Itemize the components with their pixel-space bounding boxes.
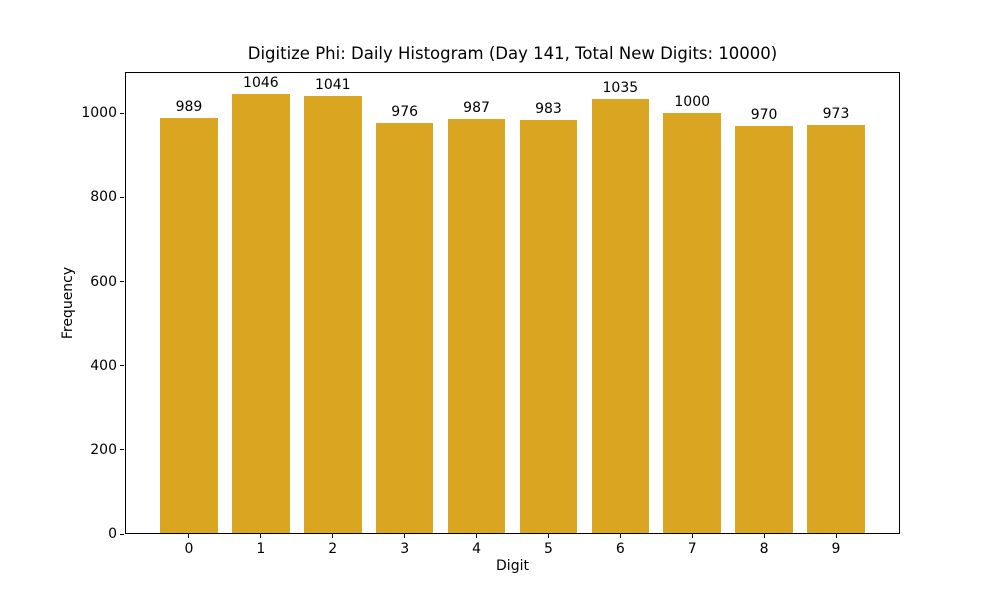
ticks-layer: 0 1 2 3 4 5 6 7 8 9 0 200 400 600 800 1000	[81, 72, 900, 557]
chart-title: Digitize Phi: Daily Histogram (Day 141, …	[247, 44, 778, 63]
x-axis-label: Digit	[496, 558, 529, 574]
y-tick-label-800: 800	[90, 189, 117, 206]
bar-digit-7	[663, 113, 721, 534]
bar-value-label-0: 989	[175, 98, 203, 115]
bar-value-label-7: 1000	[674, 94, 711, 111]
x-tick-mark-0	[188, 534, 190, 538]
bar-digit-8	[735, 125, 793, 534]
x-tick-mark-2	[332, 534, 334, 538]
bar-value-label-9: 973	[822, 105, 850, 122]
x-tick-label-8: 8	[759, 541, 769, 557]
y-tick-label-600: 600	[90, 273, 117, 290]
bar-digit-6	[591, 98, 650, 534]
x-tick-label-6: 6	[615, 541, 625, 557]
x-tick-label-4: 4	[472, 541, 482, 557]
x-tick-label-9: 9	[831, 541, 841, 557]
bar-digit-9	[807, 124, 865, 534]
x-tick-label-0: 0	[184, 541, 194, 557]
bar-digit-2	[304, 95, 362, 534]
bar-value-label-5: 983	[535, 101, 562, 118]
y-tick-label-400: 400	[90, 357, 117, 374]
bar-digit-5	[519, 120, 578, 534]
y-tick-mark-400	[120, 365, 124, 367]
x-tick-label-3: 3	[400, 541, 410, 557]
bar-value-label-8: 970	[750, 106, 778, 123]
x-tick-mark-9	[835, 534, 837, 538]
x-tick-mark-8	[763, 534, 765, 538]
bar-value-label-2: 1041	[314, 76, 351, 93]
x-tick-mark-7	[691, 534, 693, 538]
bar-digit-0	[160, 117, 218, 534]
y-tick-label-200: 200	[90, 441, 117, 458]
bars-layer: 989 1046 1041 976 987 983 1035 1000 970 973	[125, 72, 900, 534]
y-tick-label-1000: 1000	[81, 105, 117, 122]
y-tick-label-0: 0	[108, 526, 117, 542]
bar-value-label-6: 1035	[602, 79, 639, 96]
x-tick-mark-4	[476, 534, 478, 538]
bar-digit-3	[375, 123, 434, 534]
x-tick-label-1: 1	[256, 541, 266, 557]
y-tick-mark-600	[120, 281, 124, 283]
x-tick-label-2: 2	[328, 541, 338, 557]
bar-value-label-1: 1046	[243, 74, 279, 91]
x-tick-label-5: 5	[543, 541, 553, 557]
bar-value-label-3: 976	[391, 104, 419, 121]
y-tick-mark-200	[120, 449, 124, 451]
x-tick-mark-1	[260, 534, 262, 538]
x-tick-label-7: 7	[687, 541, 697, 557]
bar-digit-4	[447, 118, 506, 534]
y-tick-mark-1000	[120, 112, 124, 114]
x-tick-mark-3	[404, 534, 406, 538]
bar-digit-1	[232, 93, 290, 534]
x-tick-mark-6	[619, 534, 621, 538]
x-tick-mark-5	[547, 534, 549, 538]
y-axis-label: Frequency	[60, 266, 76, 340]
y-tick-mark-800	[120, 196, 124, 198]
y-tick-mark-0	[120, 533, 124, 535]
bar-value-label-4: 987	[463, 99, 490, 116]
